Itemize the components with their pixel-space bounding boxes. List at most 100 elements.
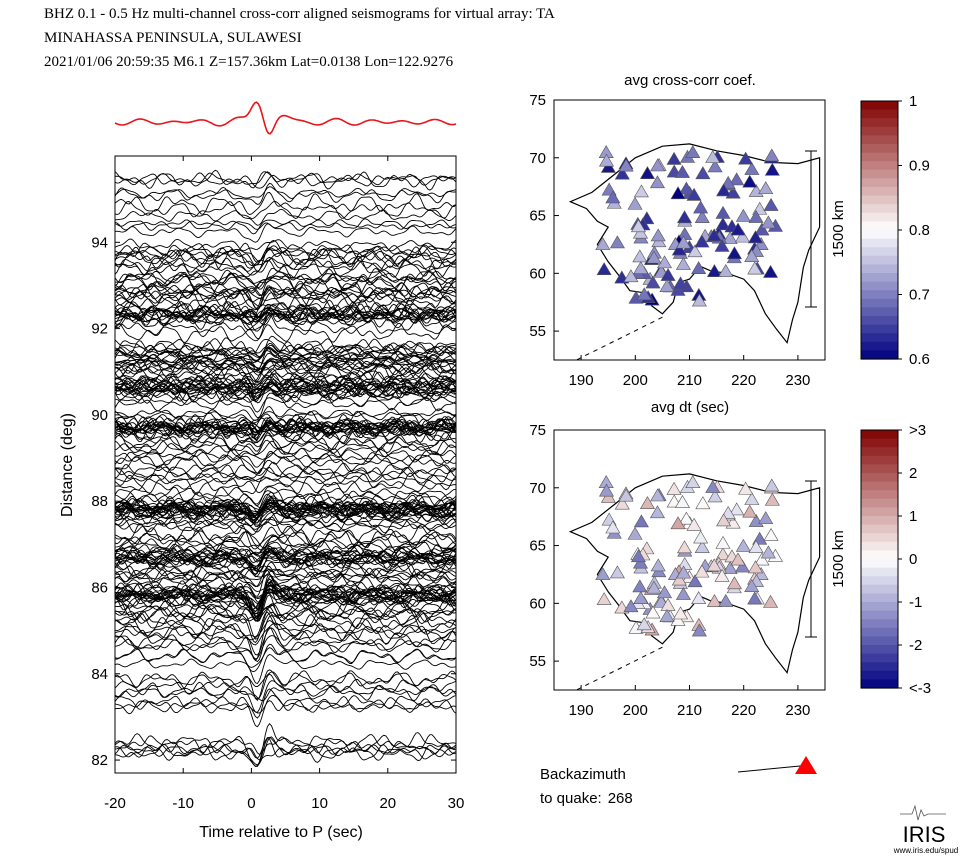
quake-triangle-icon — [795, 756, 817, 774]
seismogram-x-tick-label: 10 — [311, 795, 328, 812]
island-path — [658, 646, 663, 650]
station-triangle-icon — [735, 208, 751, 222]
colorbar-swatch — [861, 135, 898, 145]
iris-logo: IRIS www.iris.edu/spud — [884, 798, 964, 858]
station-triangle-icon — [605, 520, 621, 534]
backazimuth-sublabel-text: to quake: — [540, 790, 602, 807]
seismogram-trace — [114, 545, 457, 567]
map-y-tick-label: 60 — [529, 595, 546, 612]
colorbar-swatch — [861, 679, 898, 689]
station-triangle-icon — [758, 181, 774, 195]
station-triangle-icon — [715, 547, 731, 561]
station-triangle-icon — [645, 275, 661, 289]
station-triangle-icon — [715, 535, 731, 549]
station-triangle-icon — [716, 513, 732, 527]
colorbar-swatch — [861, 524, 898, 534]
seismogram-trace — [114, 695, 457, 715]
colorbar-swatch — [861, 221, 898, 231]
station-triangle-icon — [722, 561, 738, 574]
seismogram-trace — [114, 722, 457, 767]
station-triangle-icon — [706, 264, 722, 277]
map1-scale-bar — [805, 150, 817, 308]
seismogram-trace — [114, 171, 457, 186]
station-triangle-icon — [656, 585, 673, 599]
seismogram-x-tick-label: 0 — [247, 795, 255, 812]
station-triangle-icon — [693, 530, 709, 544]
map-x-tick-label: 210 — [677, 702, 702, 719]
seismogram-trace — [114, 386, 457, 403]
seismogram-trace — [114, 526, 457, 549]
station-triangle-icon — [748, 209, 764, 223]
seismogram-trace — [114, 536, 457, 556]
station-triangle-icon — [660, 598, 676, 611]
map-x-tick-label: 190 — [569, 372, 594, 389]
seismogram-trace — [114, 245, 457, 262]
seismogram-trace — [114, 182, 457, 205]
station-triangle-icon — [609, 235, 625, 249]
seismogram-trace — [114, 529, 457, 547]
colorbar-tick-label: 1 — [909, 93, 917, 110]
station-triangle-icon — [659, 279, 675, 292]
seismogram-trace — [114, 627, 457, 656]
seismogram-y-tick-label: 88 — [91, 493, 108, 510]
station-triangle-icon — [666, 151, 682, 165]
colorbar-swatch — [861, 636, 898, 646]
station-triangle-icon — [649, 175, 666, 189]
map-cross-corr-panel: avg cross-corr coef. 190 200 210 220 230 55 60… — [529, 72, 930, 389]
colorbar-avg-dt-ticks: <-3 -2 -1 0 1 2 >3 — [898, 422, 931, 697]
seismogram-trace — [114, 473, 457, 485]
station-triangle-icon — [758, 511, 774, 525]
island-path — [584, 683, 590, 687]
station-triangle-icon — [599, 153, 615, 167]
colorbar-swatch — [861, 447, 898, 457]
seismogram-y-tick-label: 94 — [91, 234, 108, 251]
island-path — [617, 667, 623, 670]
seismogram-trace — [114, 575, 457, 610]
seismogram-trace — [114, 622, 457, 646]
station-triangle-icon — [646, 250, 662, 264]
colorbar-swatch — [861, 627, 898, 637]
station-triangle-icon — [715, 217, 731, 231]
title-line-2: MINAHASSA PENINSULA, SULAWESI — [44, 30, 302, 46]
seismogram-y-ticks: 82 84 86 88 90 92 94 — [91, 234, 456, 769]
seismogram-trace — [114, 378, 457, 399]
seismogram-trace — [114, 440, 457, 458]
colorbar-swatch — [861, 567, 898, 577]
map-x-tick-label: 220 — [731, 372, 756, 389]
seismogram-trace — [114, 384, 457, 404]
island-path — [584, 353, 590, 357]
colorbar-swatch — [861, 238, 898, 248]
island-path — [553, 700, 557, 702]
map-y-tick-label: 65 — [529, 538, 546, 555]
seismogram-trace — [114, 380, 457, 404]
colorbar-swatch — [861, 255, 898, 265]
seismogram-trace — [114, 191, 457, 215]
map-x-tick-label: 230 — [785, 372, 810, 389]
station-triangle-icon — [650, 158, 666, 172]
seismogram-trace — [114, 377, 457, 392]
station-triangle-icon — [676, 210, 693, 224]
station-triangle-icon — [742, 504, 758, 518]
island-path — [650, 320, 655, 324]
map-y-tick-label: 55 — [529, 653, 546, 670]
station-triangle-icon — [596, 592, 612, 606]
colorbar-tick-label: 0.6 — [909, 351, 930, 368]
map-x-tick-label: 190 — [569, 702, 594, 719]
colorbar-swatch — [861, 430, 898, 440]
seismogram-trace — [114, 208, 457, 226]
station-triangle-icon — [656, 255, 673, 269]
station-triangle-icon — [694, 564, 710, 578]
colorbar-swatch — [861, 438, 898, 448]
station-triangle-icon — [632, 225, 649, 239]
seismogram-trace — [114, 635, 457, 660]
colorbar-swatch — [861, 204, 898, 214]
station-triangle-icon — [609, 565, 625, 579]
colorbar-swatch — [861, 290, 898, 300]
station-triangle-icon — [715, 205, 731, 219]
station-triangle-icon — [676, 565, 692, 579]
seismogram-trace — [114, 591, 457, 611]
station-triangle-icon — [742, 174, 758, 188]
station-triangle-icon — [614, 496, 630, 510]
seismogram-trace — [114, 491, 457, 509]
seismogram-trace — [114, 654, 457, 685]
